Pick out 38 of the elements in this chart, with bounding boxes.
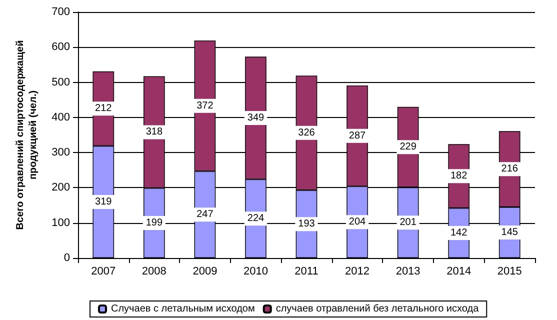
y-tick-label: 700 bbox=[52, 6, 70, 18]
data-label: 287 bbox=[348, 130, 366, 142]
y-tick-label: 400 bbox=[52, 111, 70, 124]
data-label: 349 bbox=[247, 112, 264, 124]
data-label: 142 bbox=[450, 228, 468, 239]
data-label: 193 bbox=[298, 218, 316, 230]
legend-label: Случаев с летальным исходом bbox=[111, 304, 255, 314]
y-tick-label: 200 bbox=[52, 182, 70, 194]
y-tick-label: 600 bbox=[52, 41, 70, 54]
data-label: 212 bbox=[95, 103, 112, 114]
legend-label: случаев отравлений без летального исхода bbox=[276, 304, 480, 314]
data-label: 199 bbox=[146, 218, 163, 229]
data-label: 145 bbox=[501, 227, 518, 238]
data-label: 318 bbox=[146, 126, 163, 138]
data-label: 229 bbox=[400, 142, 417, 153]
y-tick-label: 500 bbox=[52, 76, 70, 88]
data-label: 319 bbox=[95, 196, 112, 208]
data-label: 372 bbox=[196, 100, 214, 112]
data-label: 204 bbox=[348, 216, 366, 228]
data-label: 182 bbox=[450, 170, 468, 182]
data-label: 216 bbox=[501, 164, 518, 175]
x-tick-label: 2009 bbox=[192, 266, 218, 278]
data-label: 201 bbox=[400, 217, 417, 228]
y-tick-label: 100 bbox=[52, 216, 70, 229]
y-tick-label: 0 bbox=[64, 252, 70, 264]
x-tick-label: 2010 bbox=[243, 266, 268, 278]
x-tick-label: 2013 bbox=[396, 266, 420, 278]
data-label: 224 bbox=[247, 213, 264, 224]
x-tick-label: 2011 bbox=[294, 266, 318, 278]
x-tick-label: 2012 bbox=[345, 266, 370, 278]
x-tick-label: 2008 bbox=[142, 266, 166, 278]
x-tick-label: 2007 bbox=[91, 266, 116, 278]
data-label: 326 bbox=[298, 127, 316, 138]
y-tick-label: 300 bbox=[52, 146, 70, 159]
x-tick-label: 2014 bbox=[446, 266, 472, 278]
data-label: 247 bbox=[196, 209, 214, 220]
y-axis-title: Всего отравлений спиртосодержащей продукцией (чел.) bbox=[15, 40, 39, 230]
x-tick-label: 2015 bbox=[497, 266, 522, 278]
